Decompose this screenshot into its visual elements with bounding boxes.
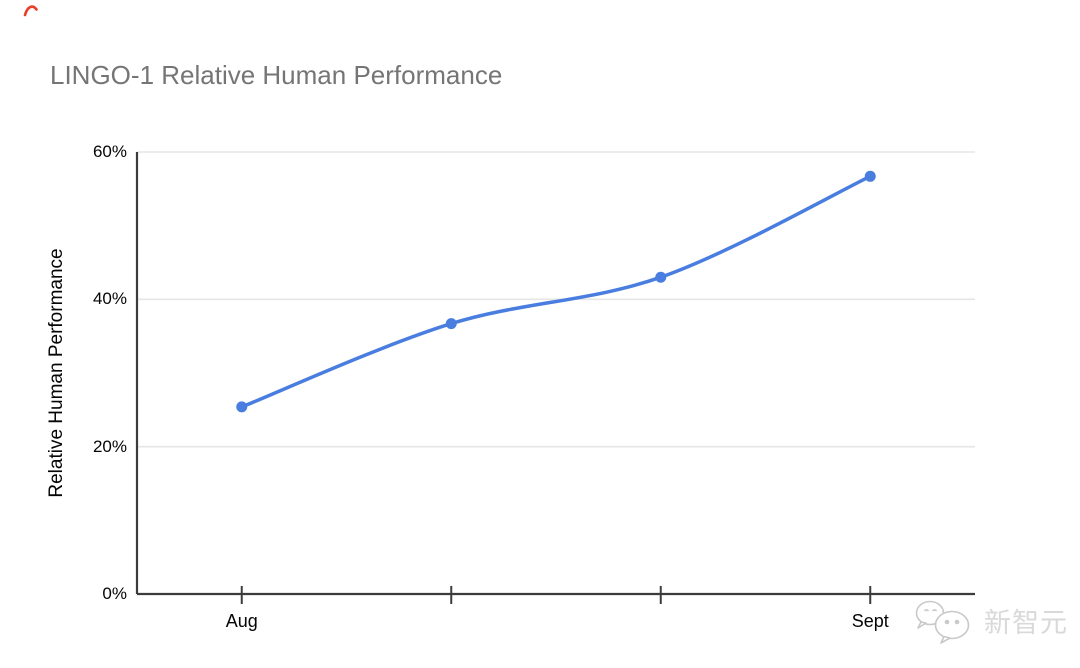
data-point — [655, 271, 667, 283]
data-point — [864, 170, 876, 182]
data-point — [445, 318, 457, 330]
data-point — [236, 401, 248, 413]
red-pen-annotation — [23, 5, 38, 17]
wechat-bubbles-icon — [915, 600, 970, 644]
watermark-brand-text: 新智元 — [984, 608, 1068, 638]
y-tick-label: 0% — [102, 584, 127, 603]
watermark: 新智元 — [910, 596, 1080, 648]
x-tick-label: Sept — [851, 611, 889, 631]
chart-title: LINGO-1 Relative Human Performance — [50, 60, 503, 90]
y-tick-label: 20% — [92, 436, 127, 456]
y-tick-label: 60% — [92, 142, 127, 161]
series-line — [240, 174, 873, 409]
x-tick-label: Aug — [225, 611, 258, 631]
y-tick-label: 40% — [92, 289, 127, 309]
